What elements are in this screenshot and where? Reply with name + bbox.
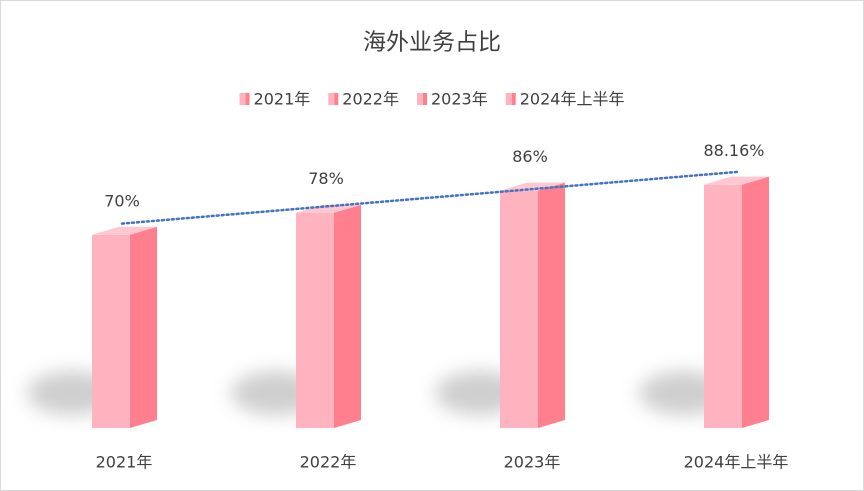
x-tick-label: 2024年上半年 xyxy=(684,453,789,472)
bar xyxy=(704,184,742,428)
legend-swatch xyxy=(423,93,427,105)
legend-label: 2024年上半年 xyxy=(520,90,625,109)
legend: 2021年 2022年 2023年 2024年上半年 xyxy=(239,90,625,109)
value-label: 86% xyxy=(512,147,548,166)
bar-side xyxy=(538,182,565,428)
bar-top xyxy=(92,226,157,235)
bar xyxy=(500,190,538,428)
bar-top xyxy=(296,204,361,213)
legend-swatch xyxy=(417,93,423,105)
x-tick-label: 2021年 xyxy=(96,453,153,472)
bar-side xyxy=(130,226,157,428)
chart-title: 海外业务占比 xyxy=(363,30,501,56)
bar-side xyxy=(742,176,769,428)
x-tick-label: 2023年 xyxy=(504,453,561,472)
value-label: 78% xyxy=(308,169,344,188)
bar xyxy=(296,212,334,428)
x-tick-label: 2022年 xyxy=(300,453,357,472)
legend-label: 2023年 xyxy=(431,90,488,109)
trendline xyxy=(120,170,740,225)
bar-top xyxy=(500,182,565,191)
legend-label: 2021年 xyxy=(254,90,311,109)
value-label: 88.16% xyxy=(703,141,764,160)
legend-swatch xyxy=(505,93,512,105)
bar-side xyxy=(334,204,361,428)
legend-swatch xyxy=(328,93,335,105)
value-label: 70% xyxy=(104,191,140,210)
legend-swatch xyxy=(239,93,246,105)
bar-top xyxy=(704,176,769,185)
legend-label: 2022年 xyxy=(342,90,399,109)
legend-swatch xyxy=(334,93,339,105)
bar xyxy=(92,234,130,428)
legend-swatch xyxy=(511,93,516,105)
legend-swatch xyxy=(245,93,250,105)
